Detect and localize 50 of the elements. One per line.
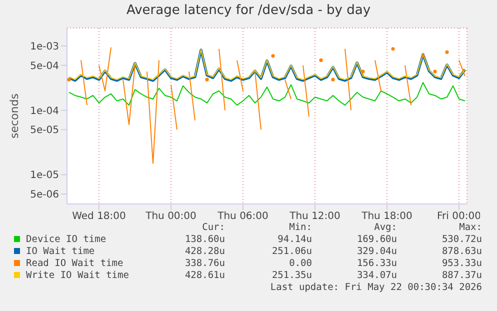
x-tick-label: Thu 18:00	[360, 211, 412, 222]
point	[361, 70, 365, 74]
text: 887.37u	[442, 270, 482, 281]
text: 878.63u	[442, 246, 482, 257]
y-tick-label: 5e-05	[30, 125, 59, 136]
text: Avg:	[374, 222, 397, 233]
point	[445, 50, 449, 54]
point	[319, 58, 323, 62]
point	[331, 78, 335, 82]
legend-label: IO Wait time	[26, 246, 95, 257]
text: 530.72u	[442, 234, 482, 245]
point	[67, 78, 71, 82]
y-axis-title: seconds	[8, 93, 21, 138]
chart-title: Average latency for /dev/sda - by day	[125, 3, 372, 18]
text: 953.33u	[442, 258, 482, 269]
x-tick-label: Thu 06:00	[216, 211, 268, 222]
legend-label: Device IO time	[26, 234, 106, 245]
text: Cur:	[202, 222, 225, 233]
text: 329.04u	[356, 246, 397, 257]
text: Min:	[289, 222, 312, 233]
text: 156.33u	[356, 258, 397, 269]
point	[433, 70, 437, 74]
y-tick-label: 1e-05	[30, 170, 59, 182]
x-tick-label: Thu 00:00	[144, 211, 196, 222]
text: Max:	[459, 222, 482, 233]
line-series	[68, 82, 466, 106]
x-tick-label: Fri 00:00	[437, 211, 481, 222]
x-tick-label: Wed 18:00	[72, 211, 126, 222]
text: 428.61u	[184, 270, 225, 281]
y-tick-label: 1e-04	[30, 106, 59, 117]
y-tick-label: 1e-03	[30, 41, 59, 52]
point	[421, 54, 425, 58]
text: 138.60u	[184, 234, 225, 245]
x-tick-label: Thu 12:00	[288, 211, 340, 222]
point	[205, 78, 209, 82]
text: 94.14u	[278, 234, 312, 245]
y-tick-label: 5e-04	[30, 60, 59, 72]
legend-label: Write IO Wait time	[26, 270, 129, 281]
text: 338.76u	[184, 258, 225, 269]
text: 334.07u	[356, 270, 397, 281]
text: 251.35u	[272, 270, 312, 281]
text: 0.00	[289, 258, 312, 269]
text: 428.28u	[184, 246, 225, 257]
y-tick-label: 5e-06	[30, 190, 59, 201]
text: 251.06u	[272, 246, 312, 257]
legend-label: Read IO Wait time	[26, 258, 124, 269]
text: 169.60u	[356, 234, 397, 245]
point	[271, 54, 275, 58]
point	[391, 47, 395, 51]
text: Last update: Fri May 22 00:30:34 2026	[270, 282, 482, 293]
